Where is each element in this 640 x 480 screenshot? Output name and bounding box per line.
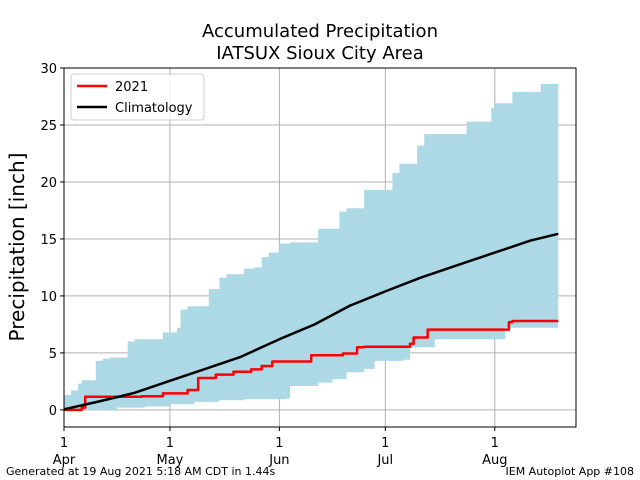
series-line-climatology — [63, 232, 559, 411]
x-tick-label-day: 1 — [166, 436, 174, 451]
y-tick-label: 0 — [49, 404, 57, 419]
chart-subtitle: IATSUX Sioux City Area — [216, 43, 424, 64]
legend-label-climatology: Climatology — [115, 101, 193, 116]
x-tick-label-day: 1 — [275, 436, 283, 451]
y-tick-label: 15 — [40, 233, 57, 248]
series-line-2021 — [64, 319, 559, 412]
y-tick-label: 10 — [40, 290, 57, 305]
y-tick-label: 30 — [40, 62, 57, 77]
series-layer — [63, 232, 559, 412]
x-tick-label-day: 1 — [491, 436, 499, 451]
y-axis: 0 5 10 15 20 25 30 — [40, 62, 64, 419]
y-axis-label: Precipitation [inch] — [5, 153, 29, 342]
y-tick-label: 5 — [49, 347, 57, 362]
footer-app-id: IEM Autoplot App #108 — [505, 465, 635, 478]
legend: 2021 Climatology — [70, 73, 205, 121]
x-tick-label-month: Jul — [376, 453, 393, 468]
chart-title: Accumulated Precipitation — [202, 21, 438, 42]
y-tick-label: 20 — [40, 176, 57, 191]
y-tick-label: 25 — [40, 119, 57, 134]
x-tick-label-month: May — [156, 453, 183, 468]
x-tick-label-month: Jun — [268, 453, 289, 468]
legend-label-2021: 2021 — [115, 80, 148, 95]
footer-generated: Generated at 19 Aug 2021 5:18 AM CDT in … — [6, 465, 276, 478]
x-tick-label-month: Aug — [482, 453, 507, 468]
plot-frame — [63, 67, 577, 428]
x-tick-label-month: Apr — [53, 453, 76, 468]
x-axis: 1 Apr 1 May 1 Jun 1 Jul 1 Aug — [53, 427, 507, 468]
x-tick-label-day: 1 — [60, 436, 68, 451]
x-tick-label-day: 1 — [381, 436, 389, 451]
